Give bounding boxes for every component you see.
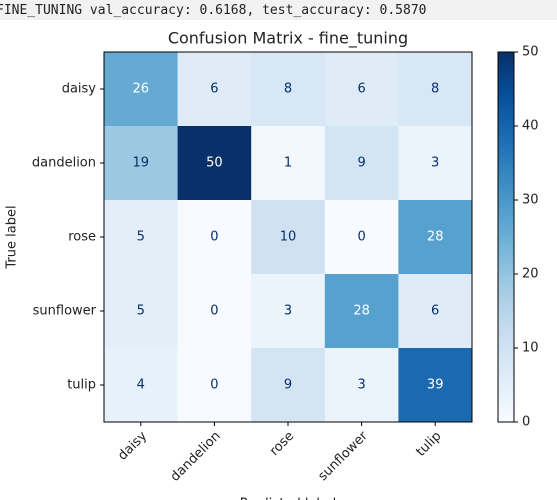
heatmap-cell: [324, 126, 399, 201]
heatmap-cell: [398, 126, 473, 201]
x-tick-label: sunflower: [315, 428, 371, 484]
colorbar-tick-label: 40: [522, 119, 539, 134]
cell-label: 0: [210, 304, 218, 319]
colorbar: [497, 51, 515, 423]
heatmap-cell: [104, 348, 179, 423]
cell-label: 6: [357, 82, 365, 97]
cell-label: 9: [357, 156, 365, 171]
cell-label: 5: [137, 230, 145, 245]
heatmap-cell: [398, 348, 473, 423]
heatmap-cell: [251, 274, 326, 349]
heatmap-cell: [104, 274, 179, 349]
y-tick-label: sunflower: [33, 304, 97, 319]
cell-label: 10: [280, 230, 297, 245]
cell-label: 5: [137, 304, 145, 319]
heatmap-cell: [324, 52, 399, 127]
x-tick-label: daisy: [115, 428, 150, 463]
heatmap-cell: [251, 52, 326, 127]
heatmap-cell: [104, 200, 179, 275]
colorbar-tick-label: 20: [522, 267, 539, 282]
cell-label: 0: [210, 378, 218, 393]
heatmap-cell: [177, 200, 252, 275]
cell-label: 39: [427, 378, 444, 393]
cell-label: 4: [137, 378, 145, 393]
heatmap-cell: [104, 126, 179, 201]
cell-label: 28: [353, 304, 370, 319]
heatmap-cell: [177, 348, 252, 423]
heatmap-cell: [398, 274, 473, 349]
x-tick-label: dandelion: [168, 429, 224, 485]
heatmap-cell: [251, 200, 326, 275]
chart: Confusion Matrix - fine_tuning True labe…: [5, 29, 539, 500]
cell-label: 28: [427, 230, 444, 245]
heatmap-cell: [398, 52, 473, 127]
heatmap-cell: [251, 126, 326, 201]
cell-label: 8: [431, 82, 439, 97]
heatmap-cell: [324, 348, 399, 423]
x-tick-label: rose: [267, 429, 297, 459]
heatmap-cell: [177, 274, 252, 349]
cell-label: 1: [284, 156, 292, 171]
heatmap-cell: [324, 200, 399, 275]
heatmap-cell: [177, 126, 252, 201]
cell-label: 3: [357, 378, 365, 393]
x-tick-label: tulip: [414, 429, 445, 460]
y-tick-label: rose: [68, 230, 96, 245]
cell-label: 8: [284, 82, 292, 97]
cell-label: 3: [431, 156, 439, 171]
cell-label: 6: [210, 82, 218, 97]
colorbar-tick-label: 30: [522, 193, 539, 208]
x-axis-label: Predicted label: [240, 497, 337, 500]
colorbar-tick-label: 50: [522, 45, 539, 60]
cell-label: 0: [357, 230, 365, 245]
colorbar-tick-label: 10: [522, 341, 539, 356]
cell-label: 9: [284, 378, 292, 393]
chart-title: Confusion Matrix - fine_tuning: [168, 29, 408, 49]
heatmap-cell: [324, 274, 399, 349]
y-axis-label: True label: [5, 205, 20, 269]
heatmap-cell: [398, 200, 473, 275]
colorbar-tick-label: 0: [522, 415, 530, 430]
cell-label: 0: [210, 230, 218, 245]
y-tick-label: dandelion: [32, 156, 96, 171]
cell-label: 6: [431, 304, 439, 319]
heatmap-cell: [177, 52, 252, 127]
heatmap-cell: [251, 348, 326, 423]
output-header: FINE_TUNING val_accuracy: 0.6168, test_a…: [0, 0, 557, 20]
y-tick-label: daisy: [62, 82, 97, 97]
heatmap-cell: [104, 52, 179, 127]
cell-label: 3: [284, 304, 292, 319]
cell-label: 50: [206, 156, 223, 171]
cell-label: 19: [133, 156, 150, 171]
cell-label: 26: [133, 82, 150, 97]
y-tick-label: tulip: [67, 378, 96, 393]
